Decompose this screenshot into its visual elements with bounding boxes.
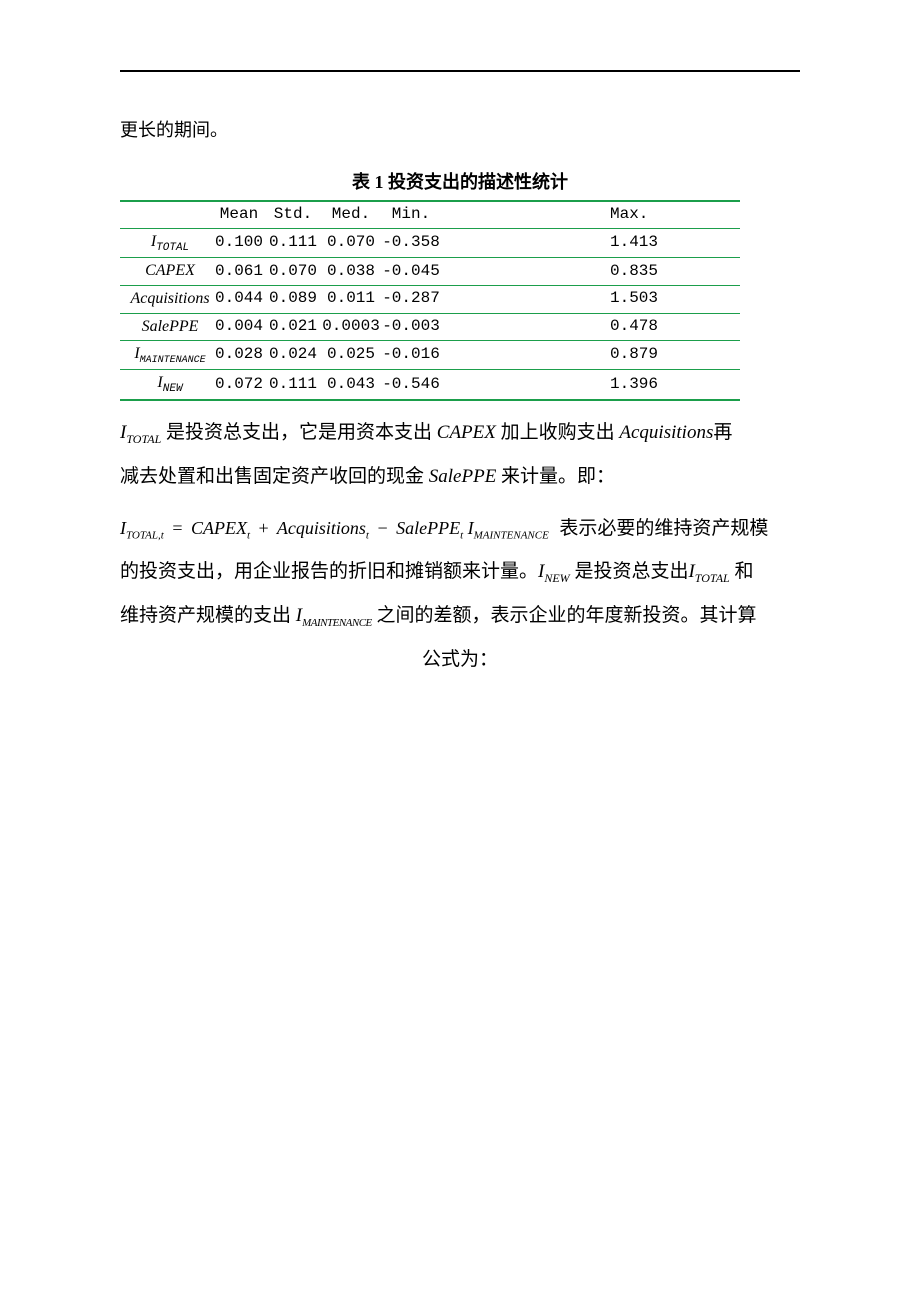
cell-max: 1.503 (610, 285, 682, 313)
table-row: SalePPE 0.004 0.021 0.0003 -0.003 0.478 (120, 313, 740, 341)
cell-min: -0.016 (382, 341, 440, 370)
var-imaintenance: IMAINTENANCE (126, 341, 205, 369)
cell-min: -0.045 (382, 258, 440, 286)
f-t1: CAPEX (191, 518, 247, 538)
op-eq: = (168, 518, 186, 538)
sym-acq: Acquisitions (619, 422, 713, 443)
cell-med: 0.025 (320, 341, 382, 370)
f-t2-sub: t (366, 529, 369, 541)
page-top-rule (120, 70, 800, 72)
cell-max: 0.835 (610, 258, 682, 286)
text: 之间的差额，表示企业的年度新投资。其计算 (372, 605, 757, 626)
col-mean: Mean (212, 201, 266, 228)
table-header-row: Mean Std. Med. Min. Max. (120, 201, 740, 228)
op-minus: − (373, 518, 391, 538)
sym-capex: CAPEX (437, 422, 496, 443)
cell-std: 0.111 (266, 228, 320, 258)
stats-table: Mean Std. Med. Min. Max. ITOTAL 0.100 0.… (120, 200, 740, 401)
table-row: INEW 0.072 0.111 0.043 -0.546 1.396 (120, 370, 740, 400)
cell-max: 1.413 (610, 228, 682, 258)
cell-med: 0.0003 (320, 313, 382, 341)
f-t4-sub: MAINTENANCE (474, 529, 549, 541)
body-line-4: 维持资产规模的支出 IMAINTENANCE 之间的差额，表示企业的年度新投资。… (120, 594, 800, 638)
cell-max: 1.396 (610, 370, 682, 400)
cell-mean: 0.028 (212, 341, 266, 370)
col-std: Std. (266, 201, 320, 228)
f-t3-sub: t (460, 529, 463, 541)
cell-med: 0.038 (320, 258, 382, 286)
cell-med: 0.011 (320, 285, 382, 313)
text: 加上收购支出 (496, 422, 620, 443)
sym-inew-sub: NEW (544, 571, 569, 585)
cell-max: 0.879 (610, 341, 682, 370)
cell-min: -0.287 (382, 285, 440, 313)
cell-med: 0.043 (320, 370, 382, 400)
cell-mean: 0.100 (212, 228, 266, 258)
f-t2: Acquisitions (277, 518, 366, 538)
cell-std: 0.024 (266, 341, 320, 370)
cell-std: 0.089 (266, 285, 320, 313)
cell-std: 0.070 (266, 258, 320, 286)
cell-mean: 0.061 (212, 258, 266, 286)
body-line-5: 公式为： (120, 638, 800, 682)
cell-max: 0.478 (610, 313, 682, 341)
text: 再 (713, 422, 732, 443)
sym-itotal-sub: TOTAL (695, 571, 730, 585)
var-saleppe: SalePPE (134, 314, 199, 341)
f-t1-sub: t (247, 529, 250, 541)
table-row: CAPEX 0.061 0.070 0.038 -0.045 0.835 (120, 258, 740, 286)
cell-min: -0.546 (382, 370, 440, 400)
text: 减去处置和出售固定资产收回的现金 (120, 466, 429, 487)
text: 是投资总支出，它是用资本支出 (161, 422, 437, 443)
cell-mean: 0.072 (212, 370, 266, 400)
table-row: IMAINTENANCE 0.028 0.024 0.025 -0.016 0.… (120, 341, 740, 370)
cell-std: 0.111 (266, 370, 320, 400)
text: 是投资总支出 (570, 561, 689, 582)
var-capex: CAPEX (137, 258, 195, 285)
var-inew: INEW (149, 370, 182, 399)
table-row: Acquisitions 0.044 0.089 0.011 -0.287 1.… (120, 285, 740, 313)
text: 来计量。即： (496, 466, 615, 487)
cell-std: 0.021 (266, 313, 320, 341)
text: 的投资支出，用企业报告的折旧和摊销额来计量。 (120, 561, 538, 582)
f-t3: SalePPE (396, 518, 460, 538)
f-lhs-sub: TOTAL,t (126, 529, 164, 541)
text: 和 (730, 561, 754, 582)
body-line-3: 的投资支出，用企业报告的折旧和摊销额来计量。INEW 是投资总支出ITOTAL … (120, 550, 800, 594)
op-plus: + (255, 518, 273, 538)
cell-med: 0.070 (320, 228, 382, 258)
formula-line: ITOTAL,t = CAPEXt + Acquisitionst − Sale… (120, 507, 800, 551)
col-med: Med. (320, 201, 382, 228)
sym-imaint-sub: MAINTENANCE (302, 617, 372, 629)
table-row: ITOTAL 0.100 0.111 0.070 -0.358 1.413 (120, 228, 740, 258)
table-bottom-rule (120, 400, 740, 401)
var-itotal: ITOTAL (143, 229, 189, 258)
cell-mean: 0.004 (212, 313, 266, 341)
body-line-1: ITOTAL 是投资总支出，它是用资本支出 CAPEX 加上收购支出 Acqui… (120, 411, 800, 455)
sym-saleppe: SalePPE (429, 466, 497, 487)
document-page: 更长的期间。 表 1 投资支出的描述性统计 Mean Std. Med. Min… (0, 0, 920, 721)
var-acquisitions: Acquisitions (122, 286, 209, 313)
cell-min: -0.358 (382, 228, 440, 258)
cell-min: -0.003 (382, 313, 440, 341)
table-title: 表 1 投资支出的描述性统计 (120, 168, 800, 194)
col-max: Max. (610, 201, 682, 228)
sym-i-sub: TOTAL (126, 432, 161, 446)
cell-mean: 0.044 (212, 285, 266, 313)
f-tail: 表示必要的维持资产规模 (559, 518, 768, 539)
intro-fragment: 更长的期间。 (120, 112, 800, 148)
text: 维持资产规模的支出 (120, 605, 296, 626)
body-line-2: 减去处置和出售固定资产收回的现金 SalePPE 来计量。即： (120, 455, 800, 499)
col-min: Min. (382, 201, 440, 228)
